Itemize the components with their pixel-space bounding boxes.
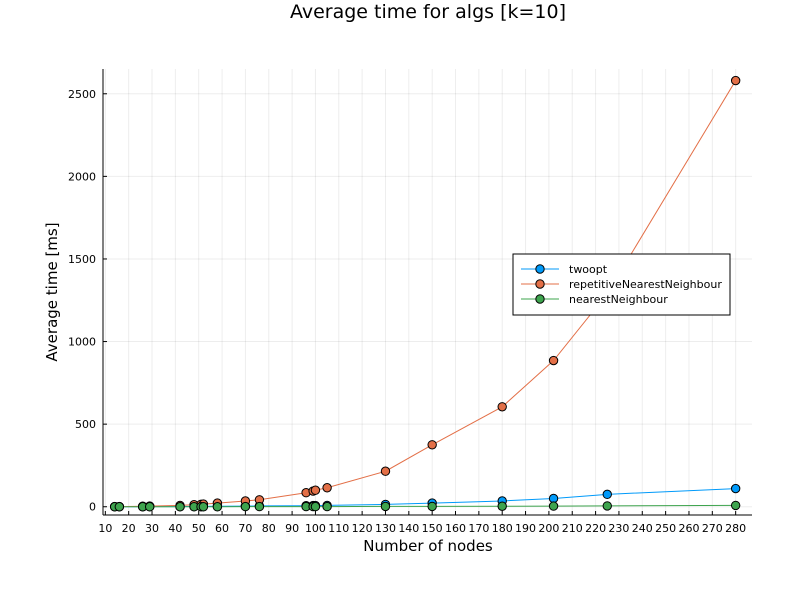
x-tick-label: 30 bbox=[145, 522, 159, 535]
x-tick-label: 280 bbox=[725, 522, 746, 535]
x-tick-label: 10 bbox=[98, 522, 112, 535]
x-tick-label: 90 bbox=[285, 522, 299, 535]
y-tick-label: 1500 bbox=[68, 253, 96, 266]
x-tick-label: 80 bbox=[262, 522, 276, 535]
data-point bbox=[497, 402, 507, 412]
x-tick-label: 150 bbox=[422, 522, 443, 535]
x-tick-label: 60 bbox=[215, 522, 229, 535]
legend-label: twoopt bbox=[569, 263, 608, 276]
legend-item: nearestNeighbour bbox=[521, 293, 668, 306]
data-point bbox=[310, 485, 321, 495]
chart-title: Average time for algs [k=10] bbox=[290, 1, 566, 23]
y-tick-label: 0 bbox=[89, 501, 96, 514]
legend-marker bbox=[535, 294, 545, 304]
data-point bbox=[427, 440, 437, 450]
series-nearestNeighbour bbox=[109, 500, 741, 512]
legend-marker bbox=[535, 279, 545, 289]
x-tick-label: 160 bbox=[445, 522, 466, 535]
data-point bbox=[254, 501, 265, 512]
y-tick-label: 500 bbox=[75, 418, 96, 431]
x-axis-label: Number of nodes bbox=[363, 537, 493, 555]
x-tick-label: 260 bbox=[678, 522, 699, 535]
x-tick-label: 120 bbox=[352, 522, 373, 535]
data-point bbox=[427, 501, 437, 512]
x-tick-label: 140 bbox=[398, 522, 419, 535]
x-tick-label: 200 bbox=[538, 522, 559, 535]
axes: 10 20 30 40 50 60 70 80 90 100 110 120 130 140 150 160 1… bbox=[68, 69, 752, 535]
x-tick-label: 110 bbox=[328, 522, 349, 535]
data-point bbox=[548, 501, 559, 511]
y-tick-label: 2500 bbox=[68, 88, 96, 101]
x-tick-label: 270 bbox=[702, 522, 723, 535]
legend-label: nearestNeighbour bbox=[569, 293, 668, 306]
x-tick-label: 20 bbox=[122, 522, 136, 535]
data-point bbox=[114, 502, 125, 512]
legend: twoopt repetitiveNearestNeighbour nearestN… bbox=[512, 253, 731, 316]
data-point bbox=[212, 502, 223, 512]
data-point bbox=[548, 355, 559, 366]
x-tick-label: 240 bbox=[632, 522, 653, 535]
legend-item: repetitiveNearestNeighbour bbox=[521, 278, 722, 291]
data-point bbox=[497, 501, 507, 511]
x-tick-label: 50 bbox=[192, 522, 206, 535]
y-tick-label: 2000 bbox=[68, 170, 96, 183]
x-tick-label: 100 bbox=[305, 522, 326, 535]
data-point bbox=[602, 501, 612, 511]
data-point bbox=[730, 75, 741, 86]
x-tick-label: 40 bbox=[168, 522, 182, 535]
data-point bbox=[198, 502, 209, 512]
data-point bbox=[175, 502, 185, 512]
data-point bbox=[322, 501, 332, 512]
x-tick-label: 170 bbox=[468, 522, 489, 535]
data-point bbox=[380, 501, 391, 512]
x-tick-label: 190 bbox=[515, 522, 536, 535]
legend-item: twoopt bbox=[521, 263, 608, 276]
data-point bbox=[322, 483, 332, 493]
legend-label: repetitiveNearestNeighbour bbox=[569, 278, 722, 291]
x-tick-label: 220 bbox=[585, 522, 606, 535]
x-tick-label: 250 bbox=[655, 522, 676, 535]
x-tick-label: 130 bbox=[375, 522, 396, 535]
data-point bbox=[240, 501, 251, 512]
y-tick-label: 1000 bbox=[68, 336, 96, 349]
x-tick-label: 180 bbox=[492, 522, 513, 535]
legend-marker bbox=[535, 264, 545, 274]
x-tick-label: 210 bbox=[562, 522, 583, 535]
y-axis-label: Average time [ms] bbox=[43, 222, 61, 361]
data-point bbox=[730, 500, 741, 511]
data-point bbox=[144, 502, 155, 512]
data-point bbox=[310, 501, 321, 512]
data-point bbox=[730, 483, 741, 494]
x-tick-label: 230 bbox=[608, 522, 629, 535]
data-point bbox=[380, 466, 391, 476]
data-point bbox=[602, 489, 612, 500]
x-tick-label: 70 bbox=[238, 522, 252, 535]
